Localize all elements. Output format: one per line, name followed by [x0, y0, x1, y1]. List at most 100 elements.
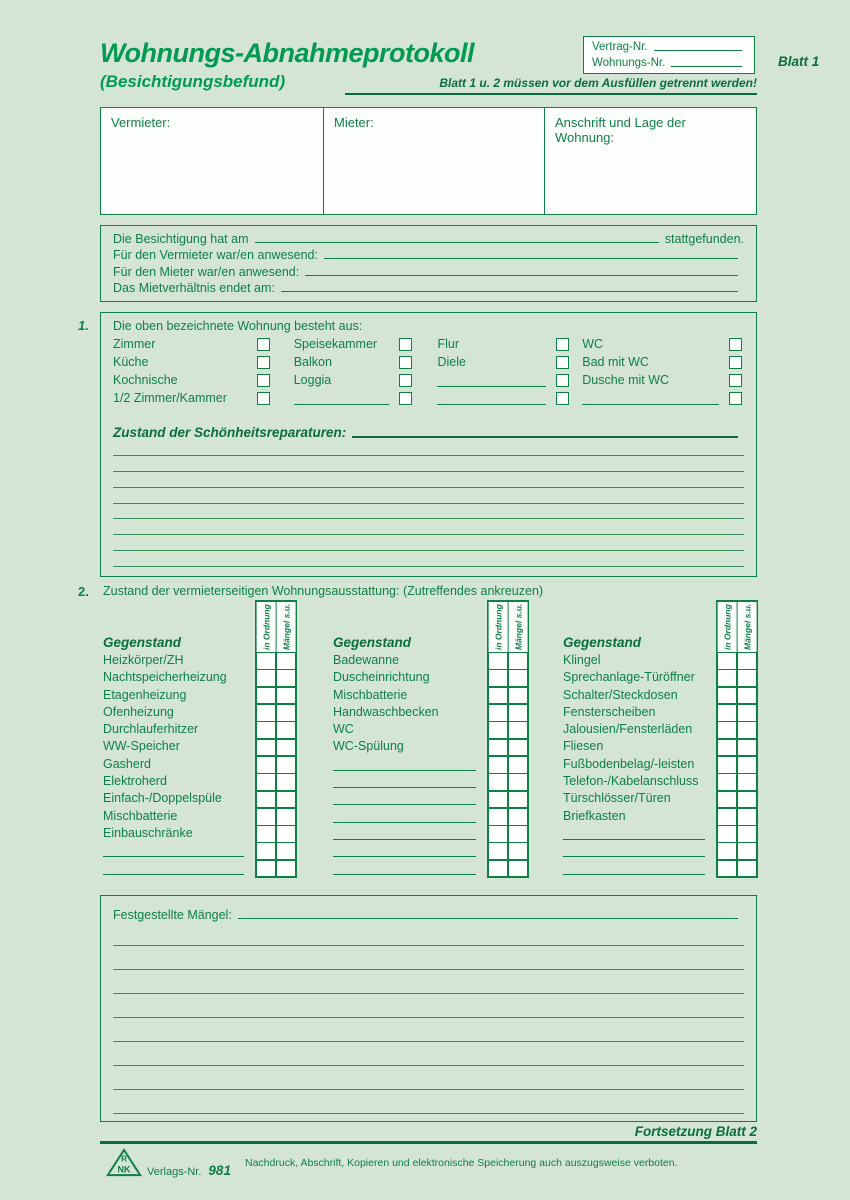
- defect-checkbox[interactable]: [737, 826, 757, 842]
- writing-line[interactable]: [113, 456, 744, 472]
- defect-checkbox[interactable]: [276, 739, 296, 756]
- tenancy-end-field[interactable]: [280, 290, 738, 292]
- writing-line[interactable]: [113, 1018, 744, 1042]
- ok-checkbox[interactable]: [488, 808, 508, 825]
- ok-checkbox[interactable]: [717, 791, 737, 808]
- defect-checkbox[interactable]: [276, 860, 296, 877]
- writing-line[interactable]: [113, 1090, 744, 1114]
- ok-checkbox[interactable]: [488, 722, 508, 739]
- defect-checkbox[interactable]: [508, 808, 528, 825]
- room-checkbox[interactable]: [556, 355, 570, 369]
- landlord-cell[interactable]: Vermieter:: [101, 108, 323, 214]
- defect-checkbox[interactable]: [508, 739, 528, 756]
- ok-checkbox[interactable]: [488, 739, 508, 756]
- defect-checkbox[interactable]: [737, 808, 757, 825]
- writing-line[interactable]: [113, 1042, 744, 1066]
- writing-line[interactable]: [113, 488, 744, 504]
- ok-checkbox[interactable]: [256, 653, 276, 669]
- defect-checkbox[interactable]: [276, 808, 296, 825]
- defect-checkbox[interactable]: [737, 670, 757, 687]
- ok-checkbox[interactable]: [256, 722, 276, 739]
- repairs-condition-field[interactable]: [352, 436, 738, 438]
- apartment-number-field[interactable]: [671, 66, 742, 67]
- ok-checkbox[interactable]: [256, 826, 276, 842]
- writing-line[interactable]: [113, 970, 744, 994]
- defect-checkbox[interactable]: [276, 670, 296, 687]
- ok-checkbox[interactable]: [256, 843, 276, 860]
- defect-checkbox[interactable]: [508, 705, 528, 721]
- room-checkbox[interactable]: [556, 337, 570, 351]
- defect-checkbox[interactable]: [508, 860, 528, 877]
- writing-line[interactable]: [113, 946, 744, 970]
- ok-checkbox[interactable]: [717, 705, 737, 721]
- room-checkbox[interactable]: [556, 391, 570, 405]
- defect-checkbox[interactable]: [737, 687, 757, 704]
- writing-line[interactable]: [113, 994, 744, 1018]
- defect-checkbox[interactable]: [276, 826, 296, 842]
- defects-field[interactable]: [237, 918, 738, 919]
- defect-checkbox[interactable]: [737, 705, 757, 721]
- defect-checkbox[interactable]: [508, 791, 528, 808]
- ok-checkbox[interactable]: [256, 739, 276, 756]
- defect-checkbox[interactable]: [737, 756, 757, 773]
- ok-checkbox[interactable]: [256, 808, 276, 825]
- writing-line[interactable]: [113, 1066, 744, 1090]
- ok-checkbox[interactable]: [488, 860, 508, 877]
- ok-checkbox[interactable]: [488, 843, 508, 860]
- room-checkbox[interactable]: [399, 355, 413, 369]
- ok-checkbox[interactable]: [256, 860, 276, 877]
- ok-checkbox[interactable]: [256, 791, 276, 808]
- writing-line[interactable]: [113, 535, 744, 552]
- room-checkbox[interactable]: [399, 391, 413, 405]
- room-checkbox[interactable]: [256, 337, 270, 351]
- landlord-present-field[interactable]: [323, 258, 738, 260]
- defect-checkbox[interactable]: [508, 756, 528, 773]
- defect-checkbox[interactable]: [737, 722, 757, 739]
- defect-checkbox[interactable]: [276, 774, 296, 790]
- ok-checkbox[interactable]: [488, 791, 508, 808]
- contract-number-field[interactable]: [653, 50, 742, 51]
- defect-checkbox[interactable]: [276, 687, 296, 704]
- defect-checkbox[interactable]: [737, 653, 757, 669]
- writing-line[interactable]: [113, 519, 744, 536]
- room-checkbox[interactable]: [729, 373, 742, 387]
- ok-checkbox[interactable]: [256, 756, 276, 773]
- defect-checkbox[interactable]: [737, 860, 757, 877]
- ok-checkbox[interactable]: [717, 808, 737, 825]
- tenant-present-field[interactable]: [305, 274, 738, 276]
- visit-date-field[interactable]: [254, 242, 659, 244]
- ok-checkbox[interactable]: [256, 705, 276, 721]
- ok-checkbox[interactable]: [717, 687, 737, 704]
- defect-checkbox[interactable]: [508, 687, 528, 704]
- defect-checkbox[interactable]: [508, 670, 528, 687]
- ok-checkbox[interactable]: [717, 860, 737, 877]
- ok-checkbox[interactable]: [717, 756, 737, 773]
- ok-checkbox[interactable]: [488, 653, 508, 669]
- writing-line[interactable]: [113, 504, 744, 520]
- defect-checkbox[interactable]: [737, 791, 757, 808]
- ok-checkbox[interactable]: [488, 756, 508, 773]
- room-checkbox[interactable]: [729, 355, 742, 369]
- ok-checkbox[interactable]: [488, 774, 508, 790]
- room-checkbox[interactable]: [399, 373, 413, 387]
- ok-checkbox[interactable]: [717, 826, 737, 842]
- ok-checkbox[interactable]: [488, 687, 508, 704]
- ok-checkbox[interactable]: [717, 722, 737, 739]
- writing-line[interactable]: [113, 922, 744, 946]
- writing-line[interactable]: [113, 472, 744, 488]
- defect-checkbox[interactable]: [508, 722, 528, 739]
- defect-checkbox[interactable]: [508, 843, 528, 860]
- ok-checkbox[interactable]: [717, 843, 737, 860]
- ok-checkbox[interactable]: [717, 670, 737, 687]
- ok-checkbox[interactable]: [717, 653, 737, 669]
- defect-checkbox[interactable]: [737, 739, 757, 756]
- ok-checkbox[interactable]: [488, 670, 508, 687]
- room-checkbox[interactable]: [729, 391, 742, 405]
- defect-checkbox[interactable]: [737, 843, 757, 860]
- address-cell[interactable]: Anschrift und Lage der Wohnung:: [544, 108, 756, 214]
- defect-checkbox[interactable]: [276, 756, 296, 773]
- room-checkbox[interactable]: [256, 373, 270, 387]
- defect-checkbox[interactable]: [276, 653, 296, 669]
- defect-checkbox[interactable]: [276, 722, 296, 739]
- room-checkbox[interactable]: [556, 373, 570, 387]
